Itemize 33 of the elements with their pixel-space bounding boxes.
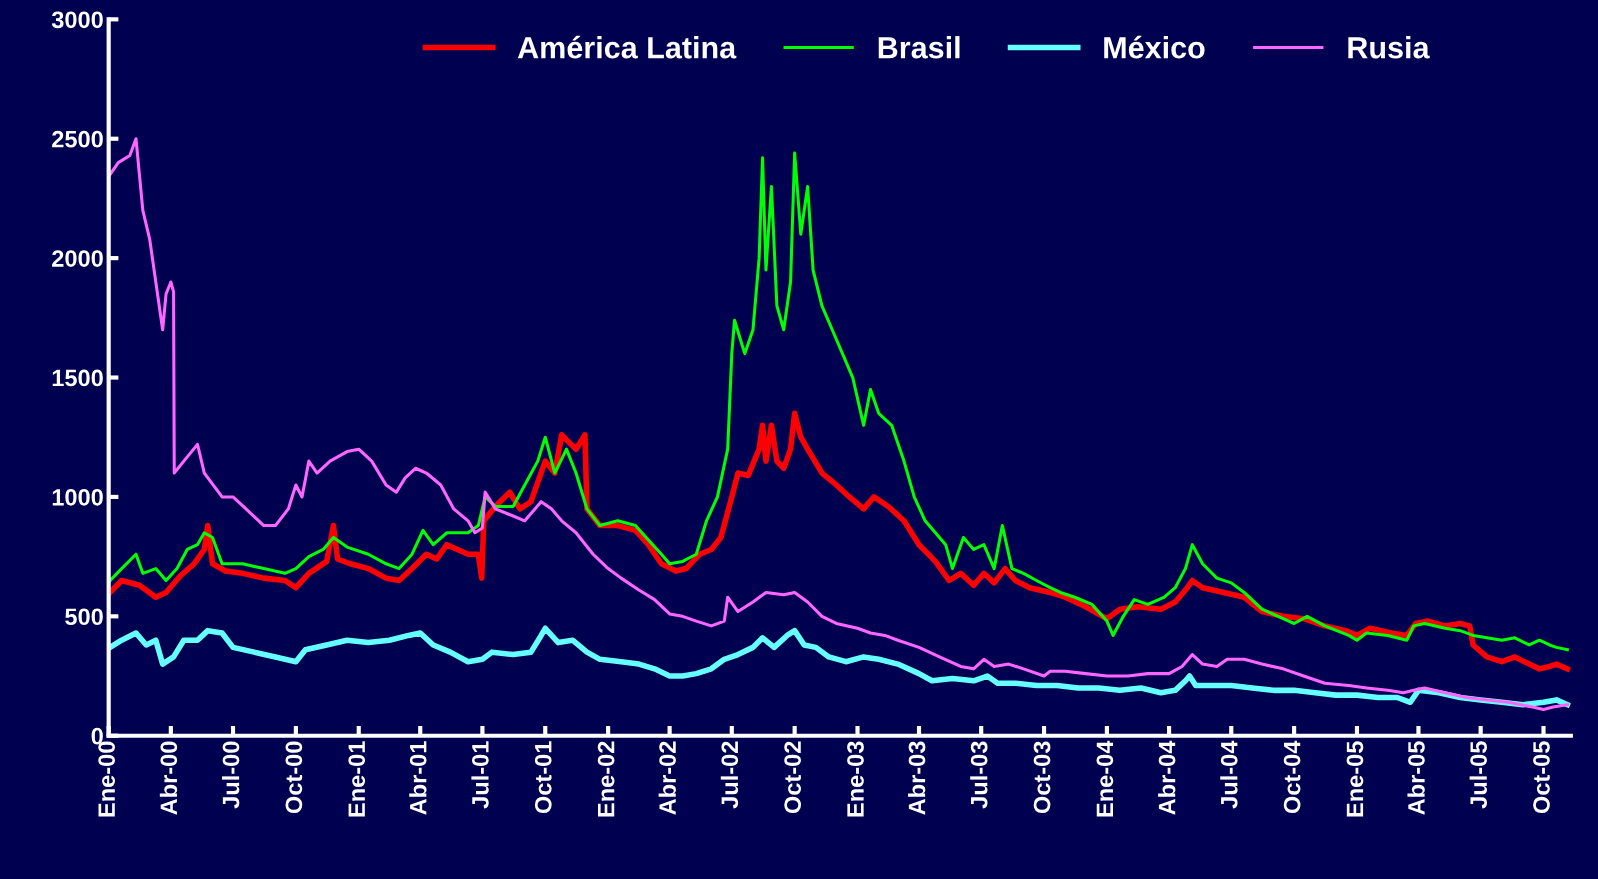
x-tick-label: Oct-03 — [1033, 741, 1051, 814]
x-tick-label: Ene-04 — [1096, 740, 1114, 817]
x-tick-label: Jul-03 — [970, 741, 988, 809]
x-tick-label: Abr-03 — [908, 741, 926, 815]
legend-label: Brasil — [878, 36, 960, 59]
x-tick-label: Ene-02 — [597, 741, 615, 817]
x-tick-label: Jul-02 — [720, 741, 739, 809]
y-tick-label: 3000 — [51, 11, 103, 29]
x-tick-label: Jul-01 — [471, 741, 489, 809]
x-tick-label: Abr-01 — [409, 741, 427, 815]
legend-label: Rusia — [1348, 36, 1430, 59]
x-tick-label: Jul-00 — [222, 741, 240, 809]
x-tick-label: Abr-02 — [658, 741, 676, 815]
x-tick-label: Ene-05 — [1346, 741, 1364, 817]
x-tick-label: Oct-02 — [784, 741, 801, 814]
x-tick-label: Oct-05 — [1533, 741, 1550, 814]
x-tick-label: Jul-05 — [1469, 741, 1487, 809]
x-tick-label: Jul-04 — [1220, 740, 1238, 809]
y-tick-label: 1000 — [52, 489, 103, 506]
y-tick-label: 500 — [65, 608, 103, 626]
legend-label: México — [1104, 35, 1205, 59]
x-tick-label: Oct-00 — [285, 741, 303, 814]
x-tick-label: Ene-03 — [847, 741, 864, 817]
x-tick-label: Abr-05 — [1407, 741, 1425, 815]
x-tick-label: Abr-00 — [159, 741, 178, 815]
x-tick-label: Ene-01 — [348, 741, 366, 817]
y-tick-label: 2000 — [52, 250, 103, 267]
x-tick-label: Oct-01 — [534, 741, 552, 814]
x-tick-label: Oct-04 — [1283, 740, 1301, 814]
x-tick-label: Abr-04 — [1158, 740, 1176, 815]
y-tick-label: 2500 — [52, 130, 103, 148]
legend-label: América Latina — [517, 35, 737, 59]
y-tick-label: 1500 — [52, 369, 103, 387]
